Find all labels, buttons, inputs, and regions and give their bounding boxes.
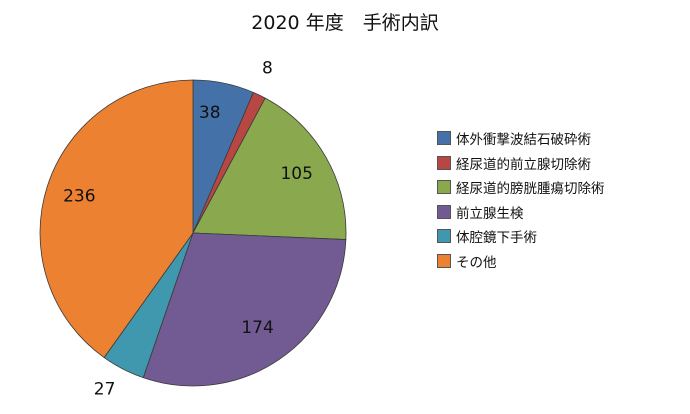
slice-value-label-1: 38 — [199, 103, 221, 123]
legend-swatch — [437, 204, 451, 219]
legend-label: 体腔鏡下手術 — [456, 230, 537, 247]
pie-slice-3 — [192, 97, 347, 240]
legend-label: 前立腺生検 — [456, 205, 524, 222]
legend-label: 経尿道的前立腺切除術 — [456, 156, 591, 173]
slice-value-label-2: 8 — [262, 59, 273, 79]
legend-label: 経尿道的膀胱腫瘍切除術 — [456, 181, 605, 198]
legend-item-4: 前立腺生検 — [437, 200, 605, 225]
slice-value-label-4: 174 — [241, 318, 273, 338]
legend-label: 体外衝撃波結石破砕術 — [456, 132, 591, 149]
legend-item-5: 体腔鏡下手術 — [437, 224, 605, 249]
legend-swatch — [437, 180, 451, 195]
slice-value-label-5: 27 — [94, 379, 116, 399]
legend-item-2: 経尿道的前立腺切除術 — [437, 151, 605, 176]
pie-slice-4 — [142, 232, 347, 387]
legend-swatch — [437, 131, 451, 146]
pie-slice-6 — [39, 79, 194, 359]
slice-value-label-3: 105 — [280, 164, 312, 184]
legend: 体外衝撃波結石破砕術 経尿道的前立腺切除術 経尿道的膀胱腫瘍切除術 前立腺生検体腔鏡下… — [437, 126, 605, 273]
slice-value-label-6: 236 — [63, 187, 95, 207]
legend-swatch — [437, 253, 451, 268]
legend-item-3: 経尿道的膀胱腫瘍切除術 — [437, 175, 605, 200]
legend-swatch — [437, 229, 451, 244]
legend-item-1: 体外衝撃波結石破砕術 — [437, 126, 605, 151]
legend-swatch — [437, 155, 451, 170]
legend-label: その他 — [456, 254, 497, 271]
chart-title: 2020 年度 手術内訳 — [251, 12, 439, 34]
legend-item-6: その他 — [437, 249, 605, 274]
